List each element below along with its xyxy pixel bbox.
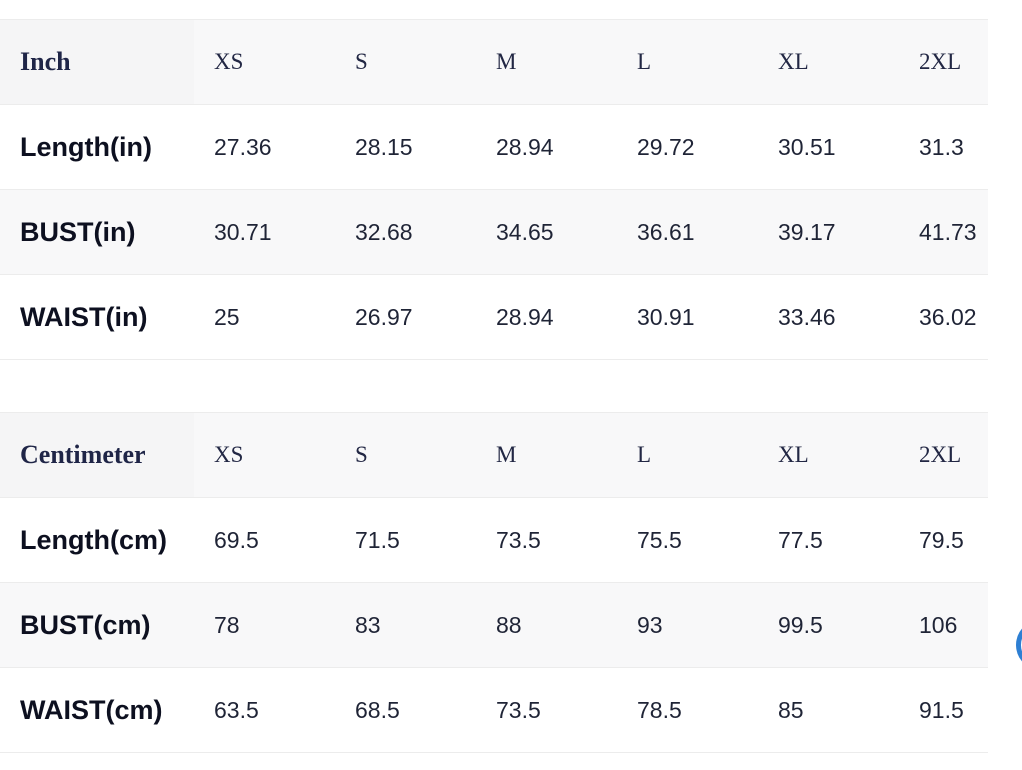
circle-button-icon[interactable] [1016,622,1022,668]
size-header-s: S [335,19,476,105]
cell-value: 106 [899,582,988,668]
size-header-m: M [476,19,617,105]
unit-label: Centimeter [0,412,194,498]
table-row-length: Length(cm) 69.5 71.5 73.5 75.5 77.5 79.5 [0,497,988,583]
cell-value: 30.71 [194,189,335,275]
row-label: WAIST(cm) [0,667,194,753]
size-header-2xl: 2XL [899,412,988,498]
cell-value: 75.5 [617,497,758,583]
cell-value: 73.5 [476,497,617,583]
cell-value: 39.17 [758,189,899,275]
unit-label: Inch [0,19,194,105]
cell-value: 29.72 [617,104,758,190]
row-label: WAIST(in) [0,274,194,360]
size-table-centimeter: Centimeter XS S M L XL 2XL Length(cm) 69… [0,412,988,753]
table-row-length: Length(in) 27.36 28.15 28.94 29.72 30.51… [0,104,988,190]
cell-value: 71.5 [335,497,476,583]
cell-value: 25 [194,274,335,360]
size-header-xs: XS [194,412,335,498]
size-header-2xl: 2XL [899,19,988,105]
cell-value: 63.5 [194,667,335,753]
cell-value: 28.94 [476,104,617,190]
size-header-m: M [476,412,617,498]
cell-value: 31.3 [899,104,988,190]
cell-value: 28.94 [476,274,617,360]
size-header-s: S [335,412,476,498]
size-table-inch: Inch XS S M L XL 2XL Length(in) 27.36 28… [0,19,988,360]
size-header-xs: XS [194,19,335,105]
size-header-xl: XL [758,19,899,105]
cell-value: 93 [617,582,758,668]
cell-value: 26.97 [335,274,476,360]
cell-value: 36.02 [899,274,988,360]
cell-value: 41.73 [899,189,988,275]
cell-value: 91.5 [899,667,988,753]
cell-value: 78 [194,582,335,668]
table-row-bust: BUST(in) 30.71 32.68 34.65 36.61 39.17 4… [0,189,988,275]
cell-value: 88 [476,582,617,668]
cell-value: 30.91 [617,274,758,360]
cell-value: 83 [335,582,476,668]
row-label: Length(cm) [0,497,194,583]
cell-value: 27.36 [194,104,335,190]
cell-value: 34.65 [476,189,617,275]
row-label: BUST(cm) [0,582,194,668]
cell-value: 79.5 [899,497,988,583]
row-label: BUST(in) [0,189,194,275]
cell-value: 68.5 [335,667,476,753]
cell-value: 33.46 [758,274,899,360]
row-label: Length(in) [0,104,194,190]
table-header-row: Inch XS S M L XL 2XL [0,19,988,105]
cell-value: 69.5 [194,497,335,583]
size-header-l: L [617,412,758,498]
cell-value: 36.61 [617,189,758,275]
cell-value: 30.51 [758,104,899,190]
cell-value: 99.5 [758,582,899,668]
size-header-l: L [617,19,758,105]
cell-value: 73.5 [476,667,617,753]
cell-value: 32.68 [335,189,476,275]
table-row-bust: BUST(cm) 78 83 88 93 99.5 106 [0,582,988,668]
cell-value: 78.5 [617,667,758,753]
table-row-waist: WAIST(cm) 63.5 68.5 73.5 78.5 85 91.5 [0,667,988,753]
cell-value: 85 [758,667,899,753]
size-header-xl: XL [758,412,899,498]
table-row-waist: WAIST(in) 25 26.97 28.94 30.91 33.46 36.… [0,274,988,360]
cell-value: 77.5 [758,497,899,583]
table-header-row: Centimeter XS S M L XL 2XL [0,412,988,498]
cell-value: 28.15 [335,104,476,190]
